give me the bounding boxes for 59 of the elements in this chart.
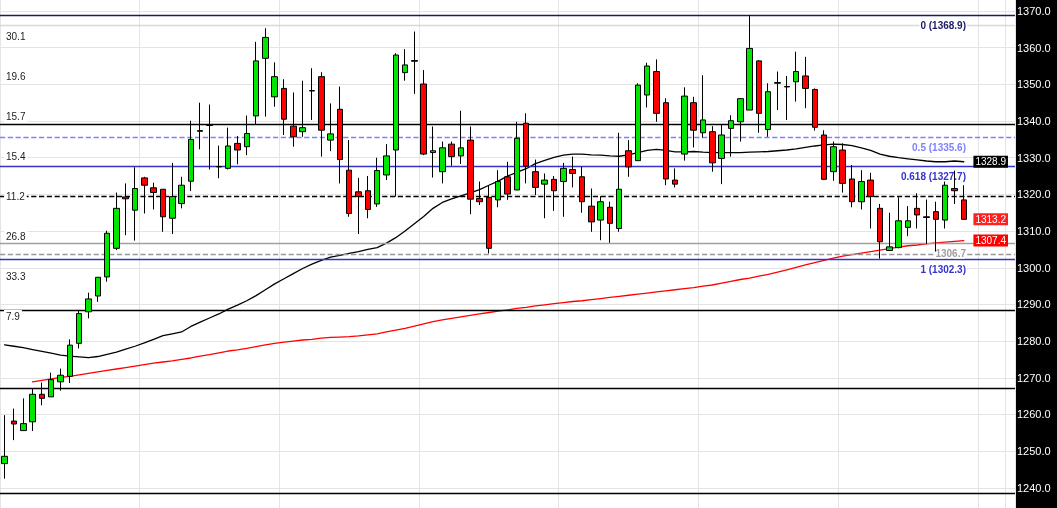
y-tick-label: 1350.0 bbox=[1017, 78, 1051, 91]
y-tick-label: 1360.0 bbox=[1017, 41, 1051, 54]
candlestick bbox=[383, 143, 390, 181]
candlestick bbox=[234, 135, 241, 165]
annotation: 7.9 bbox=[6, 310, 21, 322]
annotation: 15.7 bbox=[6, 110, 26, 122]
candlestick bbox=[784, 75, 790, 121]
y-tick-label: 1260.0 bbox=[1017, 408, 1051, 421]
candlestick bbox=[216, 145, 222, 179]
candlestick bbox=[644, 62, 650, 108]
candlestick bbox=[132, 166, 138, 242]
annotation: 15.4 bbox=[6, 150, 26, 162]
candlestick bbox=[672, 167, 678, 188]
y-tick-label: 1250.0 bbox=[1017, 445, 1051, 458]
ref-line-label: 1 (1302.3) bbox=[920, 263, 966, 275]
candlestick bbox=[225, 127, 231, 170]
candlestick bbox=[11, 408, 17, 441]
candlestick bbox=[271, 61, 278, 108]
candlestick bbox=[774, 71, 781, 111]
candlestick bbox=[430, 126, 436, 179]
annotation: 26.8 bbox=[6, 230, 26, 242]
ref-line-label: 0 (1368.9) bbox=[920, 19, 966, 31]
candlestick bbox=[653, 58, 660, 123]
y-tick-label: 1320.0 bbox=[1017, 188, 1051, 201]
candlestick bbox=[262, 27, 269, 118]
y-tick-label: 1270.0 bbox=[1017, 371, 1051, 384]
y-tick-label: 1280.0 bbox=[1017, 335, 1051, 348]
y-tick-label: 1370.0 bbox=[1017, 5, 1051, 17]
candlestick bbox=[309, 67, 315, 121]
y-tick-label: 1330.0 bbox=[1017, 151, 1051, 164]
candlestick bbox=[607, 201, 613, 244]
candlestick bbox=[374, 157, 380, 208]
candlestick bbox=[793, 51, 799, 103]
candlestick bbox=[905, 205, 911, 237]
y-tick-label: 1290.0 bbox=[1017, 298, 1051, 311]
y-tick-label: 1300.0 bbox=[1017, 261, 1051, 274]
data-label: 1307.4 bbox=[975, 235, 1007, 247]
candlestick bbox=[802, 56, 809, 109]
annotation: 19.6 bbox=[6, 70, 26, 82]
y-tick-label: 1310.0 bbox=[1017, 225, 1051, 238]
text: 1313.2 bbox=[975, 213, 1006, 225]
candlestick bbox=[104, 230, 110, 283]
annotation: 30.1 bbox=[6, 30, 26, 42]
y-tick-label: 1340.0 bbox=[1017, 115, 1051, 128]
candlestick bbox=[746, 14, 753, 111]
candlestick bbox=[1, 414, 8, 480]
candlestick bbox=[402, 48, 408, 82]
candlestick bbox=[95, 276, 101, 303]
y-tick-label: 1240.0 bbox=[1017, 481, 1051, 494]
data-label: 1328.9 bbox=[975, 156, 1007, 168]
candlestick bbox=[569, 156, 576, 188]
candlestick bbox=[411, 31, 418, 95]
candlestick bbox=[439, 141, 446, 184]
ref-line-label: 0.5 (1335.6) bbox=[912, 141, 966, 153]
candlestick bbox=[448, 141, 455, 167]
annotation: 33.3 bbox=[6, 270, 26, 282]
annotation: 11.2 bbox=[6, 190, 26, 202]
candlestick bbox=[20, 397, 27, 432]
candlestick bbox=[886, 212, 893, 252]
